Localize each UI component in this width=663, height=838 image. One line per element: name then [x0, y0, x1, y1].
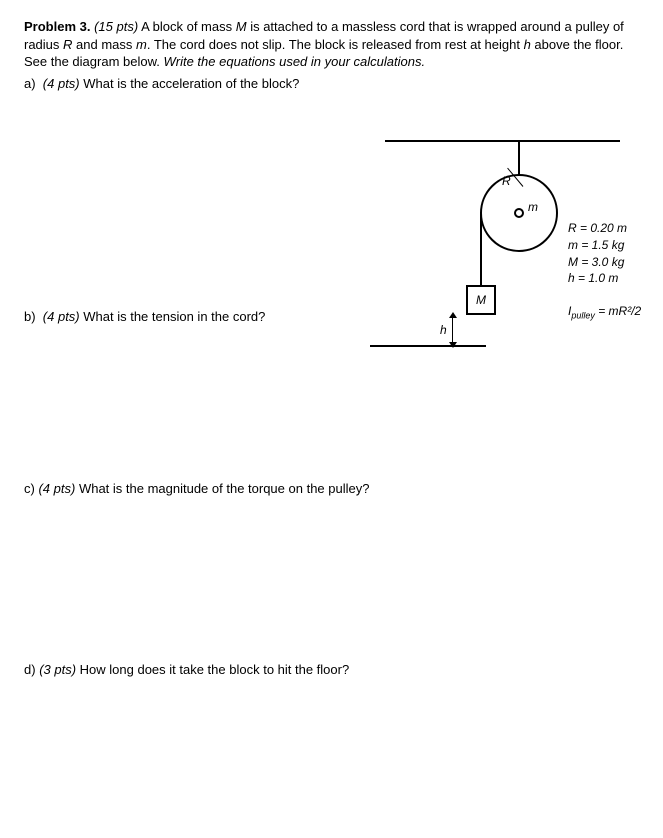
- part-a-q: What is the acceleration of the block?: [83, 76, 299, 91]
- spacer: [24, 497, 639, 657]
- problem-label: Problem 3.: [24, 19, 90, 34]
- floor-line: [370, 345, 486, 347]
- pulley-mass-label: m: [528, 200, 538, 214]
- part-d-q: How long does it take the block to hit t…: [80, 662, 350, 677]
- problem-points: (15 pts): [94, 19, 138, 34]
- part-a-label: a): [24, 76, 36, 91]
- diagram: R m M h R = 0.20 m m = 1.5 kg M = 3.0 kg…: [380, 130, 660, 360]
- part-a-points: (4 pts): [43, 76, 80, 91]
- part-c-q: What is the magnitude of the torque on t…: [79, 481, 370, 496]
- part-d-label: d): [24, 662, 36, 677]
- ceiling-line: [385, 140, 620, 142]
- part-a: a) (4 pts) What is the acceleration of t…: [24, 75, 639, 93]
- page: Problem 3. (15 pts) A block of mass M is…: [0, 0, 663, 838]
- var-m: m: [136, 37, 147, 52]
- moment-subscript: pulley: [571, 310, 595, 320]
- part-c-label: c): [24, 481, 35, 496]
- height-arrow: [452, 314, 453, 346]
- problem-text-1: A block of mass: [141, 19, 236, 34]
- part-b-points: (4 pts): [43, 309, 80, 324]
- radius-label: R: [502, 174, 511, 188]
- given-h: h = 1.0 m: [568, 270, 627, 287]
- problem-instruction: Write the equations used in your calcula…: [163, 54, 425, 69]
- cord-line: [480, 212, 482, 287]
- part-b-label: b): [24, 309, 36, 324]
- moment-of-inertia: Ipulley = mR²/2: [568, 304, 641, 320]
- height-label: h: [440, 323, 447, 337]
- given-M: M = 3.0 kg: [568, 254, 627, 271]
- var-M: M: [236, 19, 247, 34]
- pulley-stem: [518, 142, 520, 176]
- givens-list: R = 0.20 m m = 1.5 kg M = 3.0 kg h = 1.0…: [568, 220, 627, 287]
- problem-text-4: . The cord does not slip. The block is r…: [147, 37, 524, 52]
- given-R: R = 0.20 m: [568, 220, 627, 237]
- part-d-points: (3 pts): [39, 662, 76, 677]
- var-R: R: [63, 37, 72, 52]
- block-label: M: [476, 293, 486, 307]
- given-m: m = 1.5 kg: [568, 237, 627, 254]
- part-c: c) (4 pts) What is the magnitude of the …: [24, 480, 639, 498]
- part-b-q: What is the tension in the cord?: [83, 309, 265, 324]
- block: M: [466, 285, 496, 315]
- problem-text-3: and mass: [72, 37, 136, 52]
- var-h: h: [524, 37, 531, 52]
- part-c-points: (4 pts): [38, 481, 75, 496]
- problem-statement: Problem 3. (15 pts) A block of mass M is…: [24, 18, 639, 71]
- pulley-axle: [514, 208, 524, 218]
- part-d: d) (3 pts) How long does it take the blo…: [24, 661, 639, 679]
- moment-rhs: = mR²/2: [595, 304, 641, 318]
